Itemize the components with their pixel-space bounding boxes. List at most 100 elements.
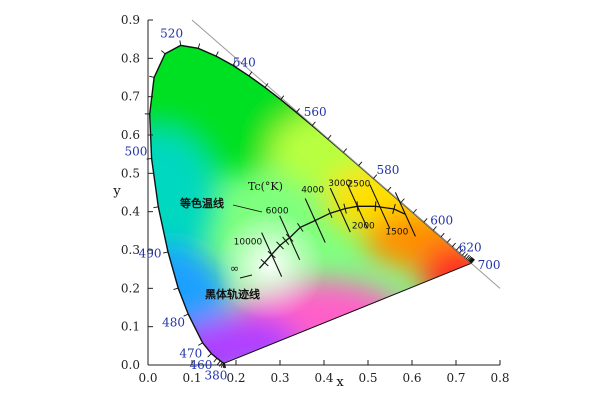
wavelength-label: 460 (189, 358, 212, 372)
y-tick-label: 0.5 (121, 166, 140, 180)
locus-tick (215, 51, 219, 57)
locus-tick (207, 353, 212, 358)
infinity-label: ∞ (230, 262, 239, 275)
locus-tick (198, 342, 203, 346)
locus-tick (179, 40, 182, 46)
planckian-tick (282, 236, 290, 246)
locus-tick (248, 71, 253, 77)
locus-tick (153, 206, 159, 209)
x-tick-label: 0.6 (402, 371, 421, 385)
wavelength-label: 480 (162, 315, 185, 329)
x-tick-label: 0.2 (226, 371, 245, 385)
locus-tick (469, 257, 474, 263)
locus-tick (432, 226, 437, 231)
isotherm-annotation-arrow (232, 204, 263, 213)
locus-tick (387, 186, 392, 192)
locus-tick (213, 357, 218, 363)
y-tick-label: 0.4 (121, 205, 140, 219)
locus-tick (373, 174, 378, 179)
x-ticks: 0.0 0.1 0.2 0.3 0.4 0.5 0.6 0.7 0.8 (138, 360, 510, 385)
locus-tick (440, 232, 445, 238)
y-tick-label: 0.0 (121, 358, 140, 372)
wavelength-label: 600 (430, 213, 453, 227)
tc-unit-label: Tc(°K) (248, 180, 283, 193)
locus-tick (343, 148, 348, 153)
locus-tick (423, 218, 428, 223)
locus-tick (467, 255, 472, 261)
locus-tick (183, 313, 189, 317)
wavelength-label: 580 (376, 163, 399, 177)
isotherm-label: 1500 (385, 227, 408, 237)
locus-tick (197, 43, 201, 49)
isotherm-label: 2500 (347, 179, 370, 189)
isotherm-label: 3000 (328, 179, 351, 189)
isotherm-line (394, 192, 416, 237)
planckian-annotation: 黑体轨迹线 (205, 287, 260, 301)
locus-tick (232, 60, 236, 66)
y-tick-label: 0.3 (121, 243, 140, 257)
planckian-tick (392, 204, 396, 214)
locus-tick (264, 83, 269, 88)
locus-tick (468, 256, 473, 262)
locus-tick (163, 251, 169, 254)
isotherm-line (329, 187, 351, 233)
wavelength-label: 540 (233, 55, 256, 69)
gamut-fill (149, 45, 472, 364)
planckian-ticks (260, 201, 396, 267)
wavelength-label: 380 (204, 368, 227, 382)
locus-tick (468, 257, 473, 262)
locus-tick (160, 50, 166, 55)
planckian-tick (267, 250, 276, 259)
locus-tick (464, 253, 468, 258)
wavelength-label: 700 (478, 258, 501, 272)
isotherm-label: 4000 (301, 185, 324, 195)
locus-tick (149, 75, 155, 78)
isotherm-label: 10000 (234, 238, 263, 248)
x-tick-label: 0.4 (314, 371, 333, 385)
planckian-tick (312, 215, 318, 226)
y-tick-label: 0.9 (121, 13, 140, 27)
planckian-tick (297, 222, 304, 232)
wavelength-label: 620 (459, 241, 482, 255)
y-ticks: 0.0 0.1 0.2 0.3 0.4 0.5 0.6 0.7 0.8 0.9 (121, 13, 153, 372)
locus-tick (412, 208, 417, 214)
y-tick-label: 0.2 (121, 281, 140, 295)
isotherm-label: 2000 (352, 222, 375, 232)
wavelength-label: 500 (124, 145, 147, 159)
x-tick-label: 0.7 (446, 371, 465, 385)
planckian-tick (260, 258, 269, 267)
planckian-tick (374, 201, 377, 212)
planckian-tick (285, 233, 294, 242)
isotherm-annotation: 等色温线 (179, 196, 224, 210)
isotherm-label: 6000 (266, 207, 289, 217)
diagonal-line (191, 19, 501, 289)
y-tick-label: 0.7 (121, 90, 140, 104)
locus-tick (400, 198, 405, 203)
x-tick-label: 0.1 (182, 371, 201, 385)
locus-tick (461, 251, 466, 256)
locus-tick (465, 254, 470, 260)
locus-tick (296, 108, 300, 113)
locus-tick (470, 259, 475, 264)
y-tick-label: 0.1 (121, 320, 140, 334)
x-tick-label: 0.8 (490, 371, 509, 385)
y-tick-label: 0.8 (121, 51, 140, 65)
planckian-tick (327, 208, 333, 219)
infinity-marker (239, 274, 253, 279)
x-tick-label: 0.3 (270, 371, 289, 385)
wavelength-label: 490 (139, 246, 162, 260)
locus-tick (451, 242, 456, 248)
locus-tick (280, 95, 285, 100)
locus-tick (446, 238, 451, 243)
locus-tick (311, 121, 316, 126)
x-axis-title: x (336, 375, 344, 390)
locus-tick (222, 363, 225, 369)
wavelength-label: 470 (179, 346, 202, 360)
locus-tick (220, 362, 224, 368)
line-of-purples (224, 262, 472, 364)
locus-tick (173, 287, 179, 291)
y-tick-label: 0.6 (121, 128, 140, 142)
